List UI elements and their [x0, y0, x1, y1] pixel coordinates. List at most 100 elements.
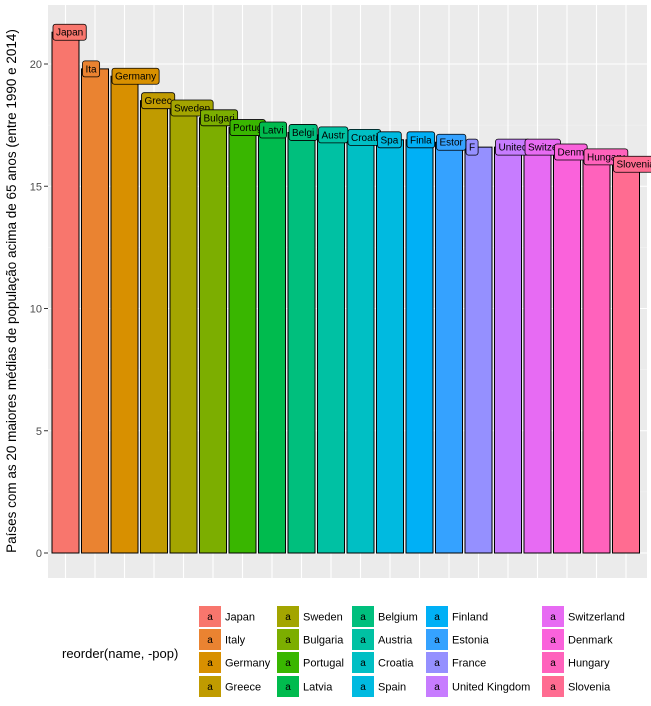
legend-item-slovenia: a Slovenia [542, 676, 611, 697]
legend-key-glyph: a [550, 635, 556, 646]
legend-item-spain: a Spain [352, 676, 406, 697]
bar-label-text: Latvi [263, 126, 284, 137]
legend-key [542, 606, 564, 627]
bar-belgium [287, 131, 316, 554]
bar-switzerland [523, 146, 552, 554]
legend-label: Switzerland [568, 612, 625, 624]
bar-label-box [613, 155, 651, 173]
bar-label: F [465, 138, 479, 156]
bar-label: Estor [436, 133, 467, 151]
legend-item-croatia: a Croatia [352, 652, 414, 673]
legend-item-sweden: a Sweden [277, 606, 343, 627]
legend-label: Slovenia [568, 682, 611, 694]
bar-label-text: Bulgari [204, 113, 235, 124]
bar-germany [110, 75, 139, 554]
legend-item-switzerland: a Switzerland [542, 606, 625, 627]
bar-label: Croati [347, 128, 382, 146]
legend-label: Greece [225, 682, 261, 694]
legend-item-france: a France [426, 652, 486, 673]
bar-slovenia [612, 163, 640, 554]
bar-france [464, 146, 493, 554]
legend-item-united-kingdom: a United Kingdom [426, 676, 530, 697]
legend-item-hungary: a Hungary [542, 652, 610, 673]
bar-label-box [259, 121, 288, 139]
legend-key-glyph: a [550, 612, 556, 623]
bar-label-text: Spa [381, 135, 399, 146]
legend-key [542, 629, 564, 650]
bar-estonia [435, 141, 463, 554]
legend-key-glyph: a [434, 682, 440, 693]
legend-key [277, 606, 299, 627]
bar-label-text: F [469, 143, 475, 154]
bar-label-text: Hungary [587, 152, 625, 163]
legend-item-belgium: a Belgium [352, 606, 418, 627]
legend-key-glyph: a [207, 658, 213, 669]
bar-label-box [406, 131, 436, 149]
legend-key [352, 606, 374, 627]
legend-label: Latvia [303, 682, 333, 694]
bar-label: Ita [82, 60, 101, 78]
legend-label: Germany [225, 658, 271, 670]
y-tick-label: 15 [30, 181, 42, 193]
bar-label-box [111, 67, 160, 85]
bar-label-text: Denm [558, 148, 585, 159]
legend-item-germany: a Germany [199, 652, 271, 673]
legend-label: Belgium [378, 612, 418, 624]
bar-label-box [52, 23, 87, 41]
legend-label: France [452, 658, 486, 670]
legend-item-denmark: a Denmark [542, 629, 613, 650]
y-tick-label: 10 [30, 304, 42, 316]
legend-label: Estonia [452, 635, 490, 647]
bar-label-text: Croati [351, 133, 378, 144]
legend-title: reorder(name, -pop) [62, 646, 178, 661]
bar-label: Finla [406, 131, 436, 149]
legend-key [199, 676, 221, 697]
legend-label: Italy [225, 635, 246, 647]
legend-label: Bulgaria [303, 635, 344, 647]
bar-label: Japan [52, 23, 87, 41]
bar-label-box [465, 138, 479, 156]
legend-label: Finland [452, 612, 488, 624]
legend-label: Hungary [568, 658, 610, 670]
bar-label: Spa [377, 131, 402, 149]
bar-portugal [228, 127, 257, 554]
bar-label: Latvi [259, 121, 288, 139]
legend-key-glyph: a [550, 658, 556, 669]
legend-label: Austria [378, 635, 413, 647]
bar-finland [405, 139, 434, 554]
legend-key [199, 606, 221, 627]
legend-item-bulgaria: a Bulgaria [277, 629, 344, 650]
legend-key [542, 652, 564, 673]
legend-key [426, 652, 448, 673]
legend-label: Croatia [378, 658, 414, 670]
bar-label-box [200, 109, 239, 127]
bar-label-text: Estor [440, 138, 464, 149]
bar-label: Germany [111, 67, 160, 85]
bar-label-box [288, 124, 318, 141]
bar-label-text: United [499, 143, 528, 154]
legend-key-glyph: a [360, 658, 366, 669]
bar-label-text: Japan [56, 28, 83, 39]
legend-key [426, 606, 448, 627]
legend-item-austria: a Austria [352, 629, 413, 650]
bar-label: Bulgari [200, 109, 239, 127]
bar-label-text: Ita [86, 64, 98, 75]
bar-label-text: Belgi [292, 128, 314, 139]
legend-key [199, 652, 221, 673]
bar-label-text: Sweden [174, 104, 210, 115]
legend-item-latvia: a Latvia [277, 676, 333, 697]
y-tick-label: 5 [36, 426, 42, 438]
legend-key [277, 652, 299, 673]
legend-key-glyph: a [207, 612, 213, 623]
legend-item-estonia: a Estonia [426, 629, 490, 650]
y-tick-label: 0 [36, 548, 42, 560]
legend-key [426, 676, 448, 697]
legend-key-glyph: a [285, 635, 291, 646]
bar-bulgaria [199, 117, 227, 554]
bar-label: Slovenia [613, 155, 651, 173]
bar-italy [81, 68, 109, 554]
legend-key-glyph: a [285, 612, 291, 623]
legend-label: United Kingdom [452, 682, 530, 694]
